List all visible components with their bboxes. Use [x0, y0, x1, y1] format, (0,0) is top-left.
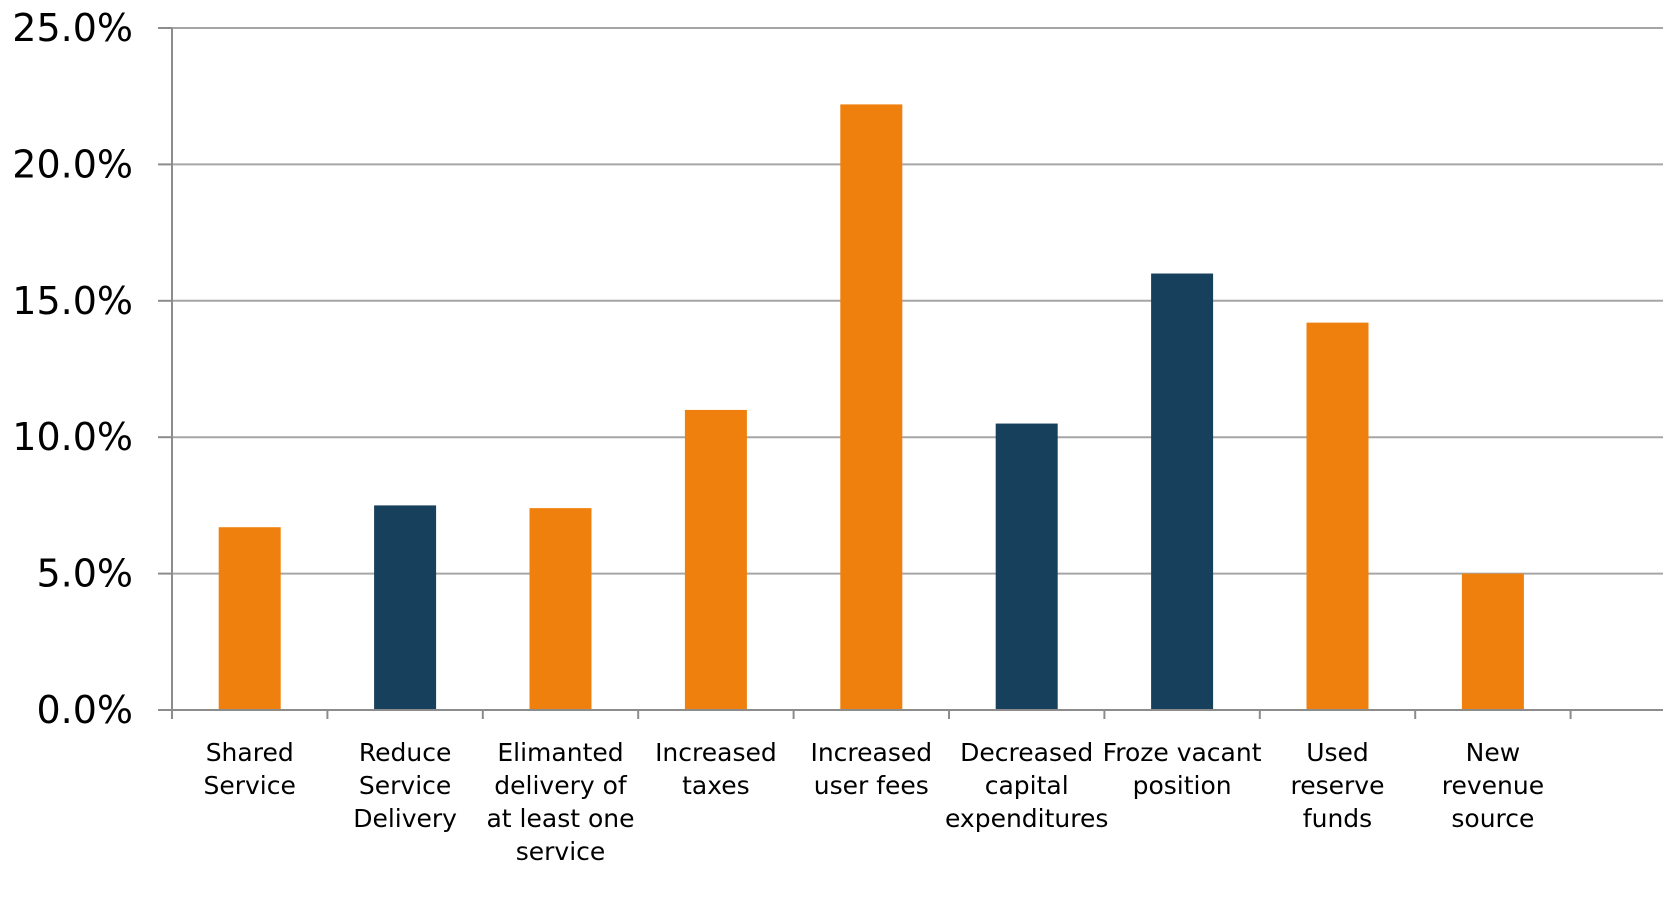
category-label: Increased taxes — [655, 738, 777, 800]
category-label: New revenue source — [1442, 738, 1544, 833]
y-tick-label: 10.0% — [12, 415, 133, 459]
category-label-line: user fees — [814, 771, 929, 800]
category-label-line: New — [1466, 738, 1521, 767]
bars — [218, 104, 1524, 710]
category-label-line: Elimanted — [497, 738, 623, 767]
category-label-line: reserve — [1291, 771, 1385, 800]
bar — [218, 527, 281, 710]
category-label-line: Service — [359, 771, 451, 800]
y-axis-tick-labels: 0.0% 5.0% 10.0% 15.0% 20.0% 25.0% — [12, 6, 133, 732]
category-label-line: Increased — [655, 738, 777, 767]
category-label: Increased user fees — [810, 738, 932, 800]
gridlines — [172, 27, 1663, 575]
category-label-line: Service — [203, 771, 295, 800]
category-label-line: funds — [1303, 804, 1372, 833]
category-label-line: revenue — [1442, 771, 1544, 800]
category-label-line: Reduce — [359, 738, 451, 767]
category-label: Shared Service — [203, 738, 295, 800]
category-label: Reduce Service Delivery — [353, 738, 457, 833]
y-tick-label: 15.0% — [12, 279, 133, 323]
bar — [1306, 322, 1369, 710]
category-label-line: taxes — [682, 771, 750, 800]
category-label-line: Used — [1306, 738, 1369, 767]
category-label: Elimanted delivery of at least one service — [486, 738, 634, 866]
category-label-line: source — [1451, 804, 1534, 833]
y-tick-label: 25.0% — [12, 6, 133, 50]
bar — [1461, 573, 1524, 710]
category-label-line: delivery of — [494, 771, 628, 800]
bar — [684, 409, 747, 710]
bar — [1151, 273, 1214, 710]
category-label-line: Shared — [206, 738, 294, 767]
category-label-line: at least one — [486, 804, 634, 833]
category-label-line: Delivery — [353, 804, 457, 833]
bar — [529, 508, 592, 710]
y-tick-label: 0.0% — [36, 688, 133, 732]
category-label-line: capital — [985, 771, 1069, 800]
bar — [995, 423, 1058, 710]
y-tick-label: 5.0% — [36, 552, 133, 596]
y-tick-label: 20.0% — [12, 142, 133, 186]
category-label-line: Decreased — [960, 738, 1093, 767]
category-label: Decreased capital expenditures — [945, 738, 1108, 833]
category-label-line: Froze vacant — [1103, 738, 1262, 767]
axes — [158, 27, 1663, 719]
category-label-line: service — [516, 837, 606, 866]
category-label: Froze vacant position — [1103, 738, 1262, 800]
category-label-line: expenditures — [945, 804, 1108, 833]
category-label-line: position — [1133, 771, 1232, 800]
x-axis-category-labels: Shared Service Reduce Service Delivery Eliman… — [203, 738, 1544, 866]
bar — [374, 505, 437, 710]
category-label: Used reserve funds — [1291, 738, 1385, 833]
bar — [840, 104, 903, 710]
category-label-line: Increased — [810, 738, 932, 767]
